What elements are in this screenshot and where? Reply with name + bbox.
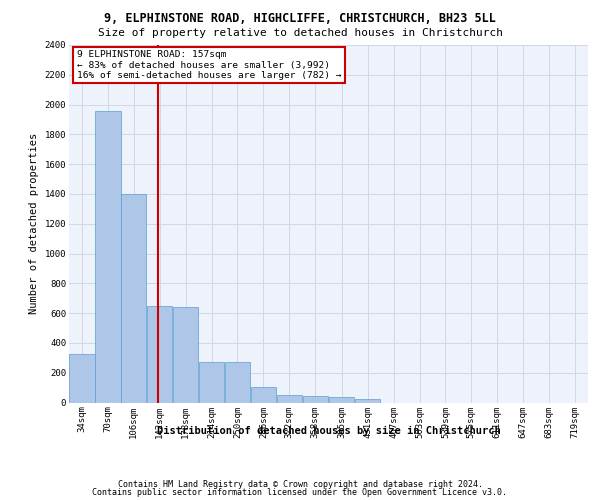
Bar xyxy=(95,110,121,403)
Bar xyxy=(199,362,224,403)
Text: Contains HM Land Registry data © Crown copyright and database right 2024.: Contains HM Land Registry data © Crown c… xyxy=(118,480,482,489)
Bar xyxy=(147,306,172,402)
Text: Contains public sector information licensed under the Open Government Licence v3: Contains public sector information licen… xyxy=(92,488,508,497)
Text: 9 ELPHINSTONE ROAD: 157sqm
← 83% of detached houses are smaller (3,992)
16% of s: 9 ELPHINSTONE ROAD: 157sqm ← 83% of deta… xyxy=(77,50,341,80)
Bar xyxy=(355,399,380,402)
Bar xyxy=(329,396,355,402)
Bar xyxy=(121,194,146,402)
Text: 9, ELPHINSTONE ROAD, HIGHCLIFFE, CHRISTCHURCH, BH23 5LL: 9, ELPHINSTONE ROAD, HIGHCLIFFE, CHRISTC… xyxy=(104,12,496,26)
Bar xyxy=(173,307,198,402)
Bar xyxy=(225,362,250,403)
Text: Size of property relative to detached houses in Christchurch: Size of property relative to detached ho… xyxy=(97,28,503,38)
Bar xyxy=(69,354,95,403)
Bar xyxy=(302,396,328,402)
Text: Distribution of detached houses by size in Christchurch: Distribution of detached houses by size … xyxy=(157,426,500,436)
Bar xyxy=(277,395,302,402)
Bar xyxy=(251,387,276,402)
Y-axis label: Number of detached properties: Number of detached properties xyxy=(29,133,39,314)
